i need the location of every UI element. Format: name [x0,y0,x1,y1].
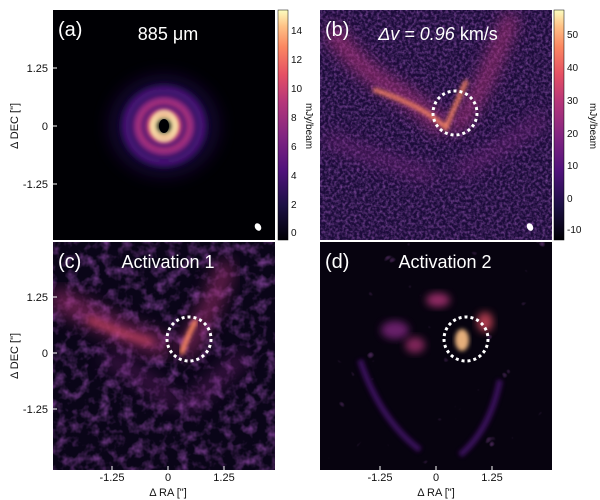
emission-outer-wing [324,114,546,181]
activation-right-arm [179,261,234,357]
ytick-label: -1.25 [23,179,48,191]
panel-d-xlabel: Δ RA ["] [417,487,455,499]
panel-c-xticks: -1.25 0 1.25 [99,466,235,484]
ytick-label: 0 [42,121,48,133]
cb-tick: 0 [567,194,573,205]
panel-c-xlabel: Δ RA ["] [149,487,187,499]
ytick-label: 0 [42,348,48,360]
panel-b-title-value: Δv = 0.96 [377,24,456,44]
xtick-label: 0 [165,472,171,484]
beam-ellipse-b [526,223,534,231]
panel-b-letter: (b) [325,19,349,41]
colorbar-b-ticks: 50 40 30 20 10 0 -10 [567,30,582,236]
xtick-label: -1.25 [367,472,392,484]
panel-d-xticks: -1.25 0 1.25 [367,466,503,484]
panel-b-title-unit: km/s [455,24,498,44]
colorbar-a-label: mJy/beam [303,103,314,149]
cb-tick: -10 [567,225,582,236]
cb-tick: 10 [567,161,579,172]
xtick-label: 0 [433,472,439,484]
colorbar-a [277,9,289,241]
panel-a-title: 885 μm [138,24,198,44]
panel-d-title: Activation 2 [398,252,491,272]
activation-lower [103,353,247,412]
activation-blob-left [381,321,409,339]
colorbar-b [553,9,565,241]
xtick-label: -1.25 [99,472,124,484]
panel-c-ylabel: Δ DEC ["] [9,333,21,379]
activation-arcs [357,359,503,458]
emission-right-arm [451,13,517,132]
emission-ridge [373,80,468,132]
beam-ellipse-a [254,223,262,231]
activation-left-core [87,317,153,345]
panel-b-title: Δv = 0.96 km/s [377,24,498,44]
cb-tick: 2 [291,200,297,211]
cb-tick: 4 [291,171,297,182]
cb-tick: 20 [567,129,579,140]
ytick-label: 1.25 [27,63,48,75]
cb-tick: 0 [291,228,297,239]
panel-a-letter: (a) [58,19,82,41]
cb-tick: 14 [291,26,303,37]
xtick-label: 1.25 [213,472,234,484]
activation-core [179,319,198,355]
panel-a-ylabel: Δ DEC ["] [9,103,21,149]
activation-blob-core [455,329,469,351]
activation-blob-left-2 [405,337,425,353]
panel-c-letter: (c) [58,251,81,273]
panel-c-yticks: 1.25 0 -1.25 [23,292,57,416]
panel-c-title: Activation 1 [121,252,214,272]
ytick-label: -1.25 [23,404,48,416]
activation-blob-right [477,312,493,332]
dashed-circle-c [165,315,213,363]
cb-tick: 40 [567,63,579,74]
xtick-label: 1.25 [481,472,502,484]
panel-b: (b) Δv = 0.96 km/s 50 40 30 20 10 0 -10 … [320,9,598,241]
panel-a: (a) 885 μm Δ DEC ["] 1.25 0 -1.25 14 12 … [9,9,314,241]
dashed-circle-d [442,315,490,363]
panel-c: (c) Activation 1 Δ DEC ["] 1.25 0 -1.25 … [9,242,275,499]
cb-tick: 12 [291,55,303,66]
central-cavity [159,119,169,133]
panel-d: (d) Activation 2 -1.25 0 1.25 Δ RA ["] [320,242,552,499]
cb-tick: 30 [567,96,579,107]
panel-d-letter: (d) [325,251,349,273]
inner-ring [150,110,178,142]
cb-tick: 10 [291,84,303,95]
cb-tick: 6 [291,142,297,153]
cb-tick: 8 [291,113,297,124]
activation-blob-top [426,293,450,307]
dashed-circle-b [431,89,479,137]
colorbar-b-label: mJy/beam [587,103,598,149]
ytick-label: 1.25 [27,292,48,304]
cb-tick: 50 [567,30,579,41]
panel-a-yticks: 1.25 0 -1.25 [23,63,57,191]
colorbar-a-ticks: 14 12 10 8 6 4 2 0 [291,26,303,239]
